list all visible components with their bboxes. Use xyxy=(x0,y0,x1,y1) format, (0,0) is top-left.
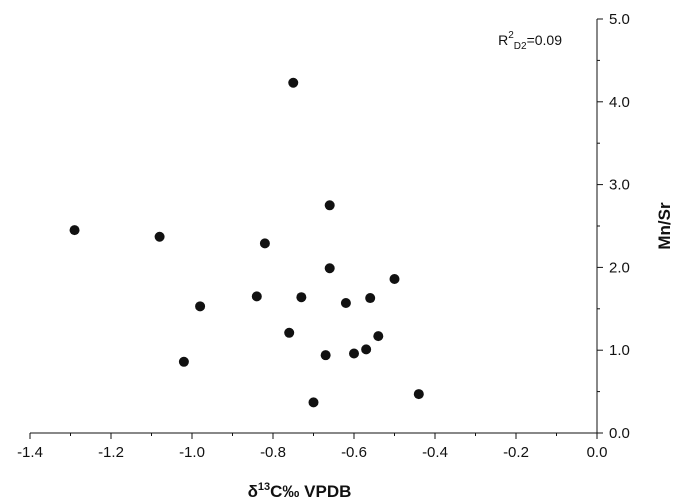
x-tick-label-3: -0.8 xyxy=(260,444,286,461)
x-tick-label-4: -0.6 xyxy=(341,444,367,461)
data-point-16 xyxy=(365,293,376,304)
data-point-19 xyxy=(413,389,424,400)
data-point-4 xyxy=(251,291,262,302)
x-axis-title-delta: δ xyxy=(248,482,258,501)
r-squared-base: R xyxy=(498,32,508,48)
r-squared-annotation: R2D2=0.09 xyxy=(498,30,562,52)
x-axis-title-rest: C‰ VPDB xyxy=(270,482,351,501)
x-tick-label-6: -0.2 xyxy=(503,444,529,461)
data-point-9 xyxy=(308,397,319,408)
data-point-5 xyxy=(259,238,270,249)
y-axis-ticks: 0.0 1.0 2.0 3.0 4.0 5.0 xyxy=(597,11,630,442)
data-point-11 xyxy=(324,200,335,211)
y-tick-label-4: 4.0 xyxy=(609,94,630,111)
y-tick-label-3: 3.0 xyxy=(609,177,630,194)
r-squared-sup: 2 xyxy=(508,30,514,41)
axes xyxy=(30,19,598,434)
x-tick-label-0: -1.4 xyxy=(17,444,43,461)
r-squared-value: =0.09 xyxy=(527,32,563,48)
data-point-0 xyxy=(69,225,80,236)
data-point-7 xyxy=(288,77,299,88)
data-point-17 xyxy=(373,331,384,342)
y-axis-title: Mn/Sr xyxy=(655,202,674,250)
data-point-6 xyxy=(284,327,295,338)
data-point-14 xyxy=(349,348,359,359)
x-axis-title: δ13C‰ VPDB xyxy=(248,481,352,501)
y-tick-label-0: 0.0 xyxy=(609,425,630,442)
y-tick-label-1: 1.0 xyxy=(609,342,630,359)
r-squared-sub: D2 xyxy=(514,41,527,52)
data-point-13 xyxy=(340,298,351,309)
data-point-1 xyxy=(154,231,165,242)
data-point-15 xyxy=(361,344,372,355)
data-point-12 xyxy=(324,263,335,274)
data-points xyxy=(69,77,424,408)
x-tick-label-1: -1.2 xyxy=(98,444,124,461)
data-point-10 xyxy=(320,350,331,361)
data-point-18 xyxy=(389,273,400,284)
x-tick-label-7: 0.0 xyxy=(587,444,608,461)
x-tick-label-2: -1.0 xyxy=(179,444,205,461)
y-tick-label-5: 5.0 xyxy=(609,11,630,28)
x-tick-label-5: -0.4 xyxy=(422,444,448,461)
x-axis-ticks: -1.4 -1.2 -1.0 -0.8 -0.6 -0.4 -0.2 0.0 xyxy=(17,433,607,461)
y-tick-label-2: 2.0 xyxy=(609,259,630,276)
data-point-8 xyxy=(296,292,307,303)
x-axis-title-sup: 13 xyxy=(258,481,270,493)
data-point-3 xyxy=(195,301,206,312)
data-point-2 xyxy=(178,356,189,367)
